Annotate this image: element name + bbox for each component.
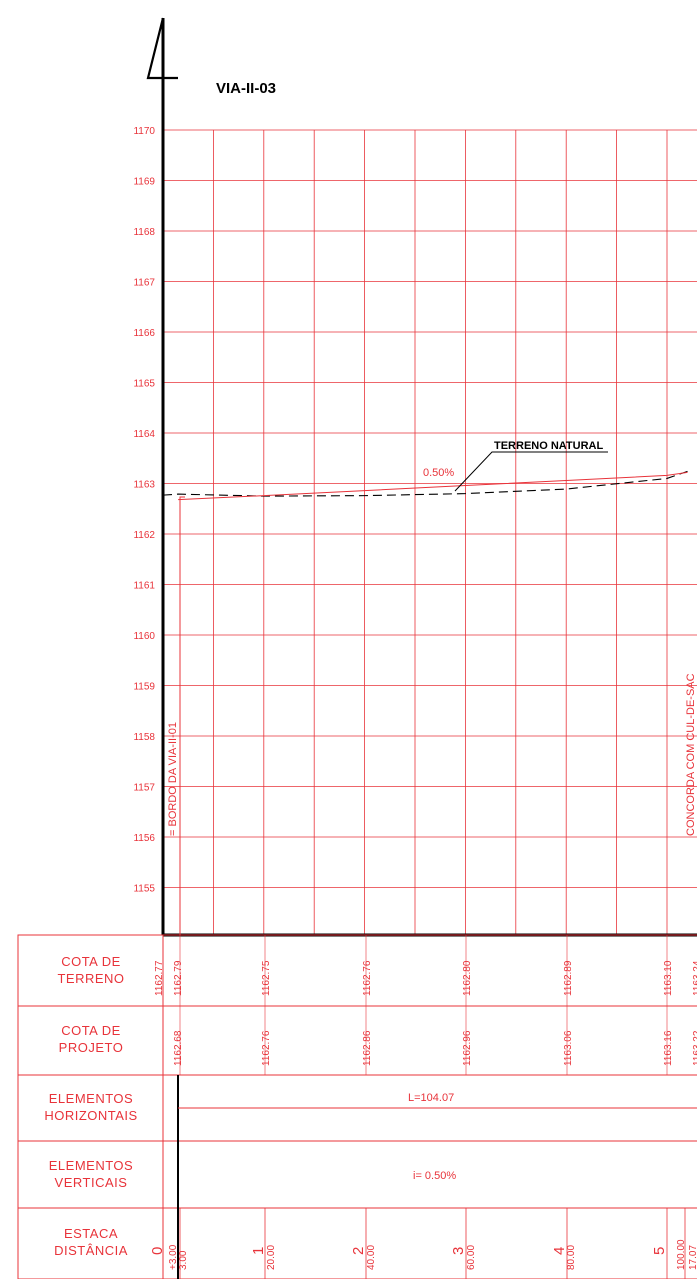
row-label-1a: COTA DE xyxy=(61,954,121,969)
y-tick-label: 1170 xyxy=(133,126,155,137)
table-cell-value: 1162.68 xyxy=(173,1030,184,1066)
terrain-leader xyxy=(454,451,608,492)
table-cell-value: 1163.10 xyxy=(663,960,674,996)
y-tick-label: 1160 xyxy=(133,631,155,642)
row-label-2b: PROJETO xyxy=(59,1040,124,1055)
table-cell-value: 40.00 xyxy=(366,1245,377,1270)
station-label: 2 xyxy=(350,1247,367,1255)
table-cell-value: 1163.22 xyxy=(692,1030,697,1066)
table-cell-value: 1162.79 xyxy=(173,960,184,996)
drawing-title: VIA-II-03 xyxy=(216,80,276,97)
table-cell-value: 1162.75 xyxy=(261,960,272,996)
station-label: 3 xyxy=(450,1247,467,1255)
right-vertical-text: CONCORDA COM CUL-DE-SAC xyxy=(685,673,697,836)
row-label-1b: TERRENO xyxy=(57,971,124,986)
terrain-line xyxy=(162,470,688,497)
data-table: COTA DE TERRENO COTA DE PROJETO ELEMENTO… xyxy=(17,934,697,1279)
table-cell-value: 1162.77 xyxy=(154,960,165,996)
table-values: 1162.77 1162.79 1162.75 1162.76 1162.80 1162.… xyxy=(149,935,697,1279)
table-cell-value: 80.00 xyxy=(566,1245,577,1270)
station-label: 4 xyxy=(551,1247,568,1255)
table-cell-value: 1162.96 xyxy=(462,1030,473,1066)
y-tick-label: 1158 xyxy=(133,732,155,743)
row-label-3a: ELEMENTOS xyxy=(49,1091,133,1106)
table-frame xyxy=(17,934,697,1279)
y-tick-label: 1164 xyxy=(133,429,155,440)
vertical-element-label: i= 0.50% xyxy=(413,1170,456,1182)
y-tick-label: 1168 xyxy=(133,227,155,238)
y-tick-label: 1161 xyxy=(133,581,155,592)
section-marker-icon xyxy=(146,17,178,80)
project-line xyxy=(178,471,688,501)
table-cell-value: 3.00 xyxy=(178,1250,189,1270)
row-label-5b: DISTÂNCIA xyxy=(54,1243,128,1258)
table-cell-value: 1162.76 xyxy=(261,1030,272,1066)
y-tick-label: 1167 xyxy=(133,278,155,289)
profile-series xyxy=(162,470,688,501)
table-cell-value: 1163.24 xyxy=(692,960,697,996)
table-cell-value: 17.07 xyxy=(688,1245,697,1270)
grid-lines xyxy=(163,129,697,935)
y-tick-label: 1156 xyxy=(133,833,155,844)
start-marker xyxy=(179,496,185,935)
table-cell-value: 1163.06 xyxy=(563,1030,574,1066)
row-label-5a: ESTACA xyxy=(64,1226,118,1241)
horizontal-element-label: L=104.07 xyxy=(408,1092,454,1104)
table-cell-value: 1163.16 xyxy=(663,1030,674,1066)
table-cell-value: 1162.76 xyxy=(362,960,373,996)
table-cell-value: +3.00 xyxy=(168,1244,179,1270)
table-cell-value: 1162.89 xyxy=(563,960,574,996)
row-label-2a: COTA DE xyxy=(61,1023,121,1038)
station-label: 5 xyxy=(651,1247,668,1255)
row-label-4b: VERTICAIS xyxy=(55,1175,128,1190)
station-label: 1 xyxy=(250,1247,267,1255)
table-cell-value: 1162.86 xyxy=(362,1030,373,1066)
y-tick-label: 1165 xyxy=(133,379,155,390)
station-label: 0 xyxy=(149,1247,166,1255)
table-cell-value: 1162.80 xyxy=(462,960,473,996)
y-tick-label: 1166 xyxy=(133,328,155,339)
y-tick-label: 1169 xyxy=(133,177,155,188)
y-tick-label: 1155 xyxy=(133,884,155,895)
table-cell-value: 60.00 xyxy=(466,1245,477,1270)
y-tick-label: 1157 xyxy=(133,783,155,794)
row-label-4a: ELEMENTOS xyxy=(49,1158,133,1173)
table-cell-value: 20.00 xyxy=(266,1245,277,1270)
y-tick-label: 1159 xyxy=(133,682,155,693)
table-cell-value: 100.00 xyxy=(676,1239,687,1270)
row-label-3b: HORIZONTAIS xyxy=(44,1108,137,1123)
slope-label: 0.50% xyxy=(423,467,454,479)
y-axis-labels: 1155 1156 1157 1158 1159 1160 1161 1162 1163 1164… xyxy=(133,126,155,895)
y-tick-label: 1163 xyxy=(133,480,155,491)
y-tick-label: 1162 xyxy=(133,530,155,541)
left-vertical-text: = BORDO DA VIA-II-01 xyxy=(167,722,179,836)
terrain-label: TERRENO NATURAL xyxy=(494,440,603,452)
